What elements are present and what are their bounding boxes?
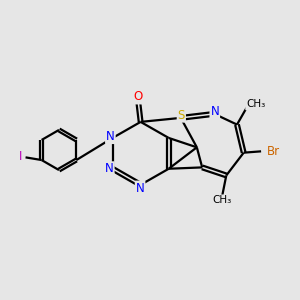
- Text: CH₃: CH₃: [246, 100, 266, 110]
- Text: N: N: [210, 105, 219, 118]
- Text: Br: Br: [267, 145, 280, 158]
- Text: I: I: [19, 149, 22, 163]
- Text: S: S: [178, 109, 185, 122]
- Text: CH₃: CH₃: [213, 195, 232, 205]
- Text: N: N: [105, 162, 114, 175]
- Text: O: O: [133, 91, 142, 103]
- Text: N: N: [136, 182, 145, 194]
- Text: N: N: [106, 130, 115, 143]
